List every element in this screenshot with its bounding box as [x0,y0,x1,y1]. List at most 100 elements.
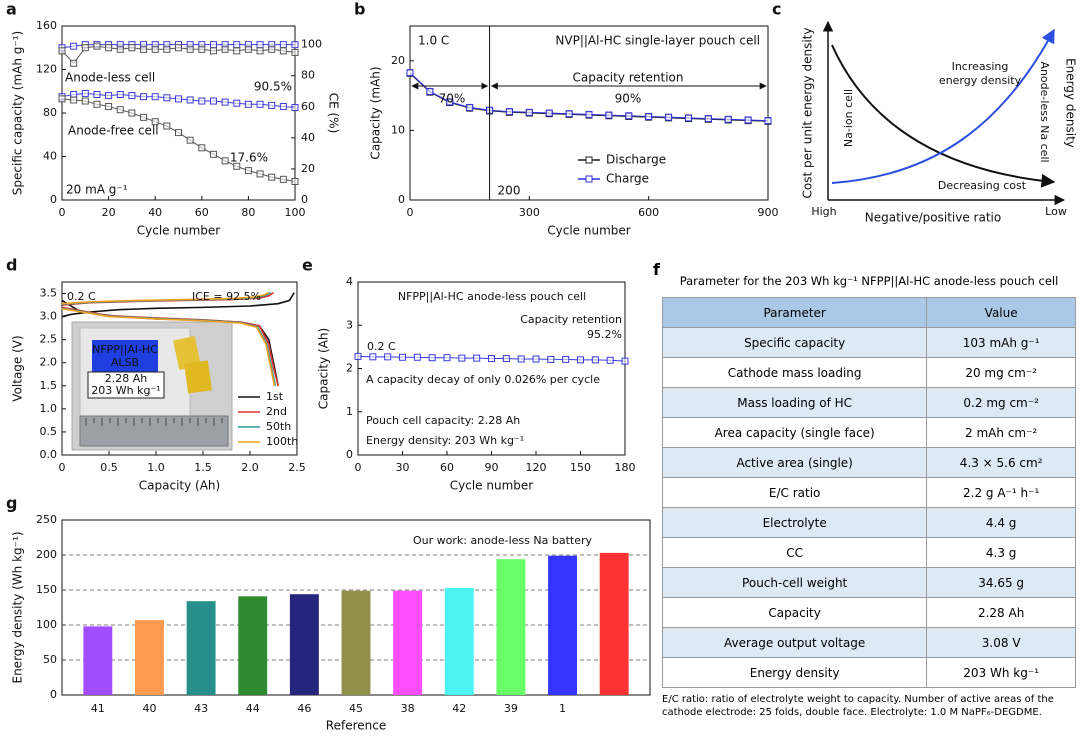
table-row: Mass loading of HC 0.2 mg cm⁻² [661,387,1076,418]
data-marker [545,109,553,117]
data-marker [473,354,481,362]
y-tick-label: 0.5 [40,425,58,438]
table-cell: Area capacity (single face) [661,417,928,448]
data-marker [562,355,570,363]
data-marker [233,162,241,170]
bar [341,590,371,695]
data-marker [525,108,533,116]
y-tick-label: 120 [36,63,57,76]
y-axis-label: Voltage (V) [11,335,25,401]
x-tick-label: 41 [91,702,105,715]
data-marker [268,45,276,53]
y2-tick-label: 60 [301,100,315,113]
data-marker [221,45,229,53]
data-marker [81,97,89,105]
y-tick-label: 1.0 [40,402,58,415]
data-marker [198,97,206,105]
x-tick-label: 1.5 [194,461,212,474]
table-title: Parameter for the 203 Wh kg⁻¹ NFPP||Al-H… [679,274,1059,288]
table-row: Active area (single) 4.3 × 5.6 cm² [661,447,1076,478]
panel-label: f [653,260,660,279]
data-marker [244,100,252,108]
legend-label: 50th [266,420,291,433]
data-marker [606,356,614,364]
x-axis-label: Capacity (Ah) [139,479,220,493]
y2-tick-label: 0 [301,193,308,206]
bar [134,620,164,695]
x-tick-label: 0.5 [100,461,118,474]
y-tick-label: 250 [36,513,57,526]
x-tick-label: 40 [142,702,156,715]
y-tick-label: 160 [36,19,57,32]
data-marker [279,175,287,183]
y-tick-label: 0 [398,193,405,206]
series-label: Anode-free cell [68,124,159,138]
data-marker [517,355,525,363]
table-row: CC 4.3 g [661,537,1076,568]
data-marker [186,136,194,144]
data-marker [744,116,752,124]
data-marker [163,122,171,130]
data-marker [221,98,229,106]
series-line [61,98,296,183]
x-tick-label: 150 [570,461,591,474]
table: Parameter Value Specific capacity 103 mAh g… [661,297,1076,688]
table-cell: Average output voltage [661,627,928,658]
data-marker [128,92,136,100]
y-tick-label: 3.5 [40,287,58,300]
inset-label: ALSB [111,356,139,369]
bar [186,601,216,695]
table-cell: Capacity [661,597,928,628]
inset-label: 203 Wh kg⁻¹ [91,384,160,397]
panel-label: b [354,0,365,19]
data-marker [116,45,124,53]
y-tick-label: 200 [36,548,57,561]
table-cell: 4.3 g [926,537,1076,568]
y-tick-label: 1.5 [40,379,58,392]
x-tick-label: 43 [194,702,208,715]
data-marker [466,103,474,111]
x-tick-label: 180 [615,461,636,474]
data-marker [116,91,124,99]
x-tick-label: 42 [452,702,466,715]
data-marker [279,41,287,49]
bar [238,596,268,695]
data-marker [406,69,414,77]
cost-curve [831,44,1056,188]
data-marker [70,96,78,104]
inset-photo [71,321,233,451]
data-marker [532,355,540,363]
parameter-table: f Parameter for the 203 Wh kg⁻¹ NFPP||Al-… [653,260,1076,719]
energy-curve [831,28,1055,184]
table-cell: 2.2 g A⁻¹ h⁻¹ [926,477,1076,508]
table-cell: Mass loading of HC [661,387,928,418]
annotation: Decreasing cost [938,179,1027,192]
x-tick-label: Low [1045,205,1067,218]
table-cell: Active area (single) [661,447,928,478]
data-marker [81,44,89,52]
data-marker [93,100,101,108]
data-marker [591,356,599,364]
x-tick-label: 1 [559,702,566,715]
y-tick-label: 0 [346,448,353,461]
annotation: 17.6% [230,151,268,165]
data-marker [426,87,434,95]
table-row: Specific capacity 103 mAh g⁻¹ [661,327,1076,358]
data-marker [105,44,113,52]
data-marker [443,354,451,362]
data-marker [724,115,732,123]
x-tick-label: 100 [285,206,306,219]
data-marker [764,117,772,125]
x-tick-label: 90 [485,461,499,474]
y-axis-label: Cost per unit energy density [801,28,815,199]
series-line [61,307,276,386]
bar [393,590,423,695]
data-marker [645,112,653,120]
data-marker [186,96,194,104]
table-cell: CC [661,537,928,568]
data-marker [585,110,593,118]
x-tick-label: 38 [401,702,415,715]
annotation: NVP||Al-HC single-layer pouch cell [555,34,760,48]
